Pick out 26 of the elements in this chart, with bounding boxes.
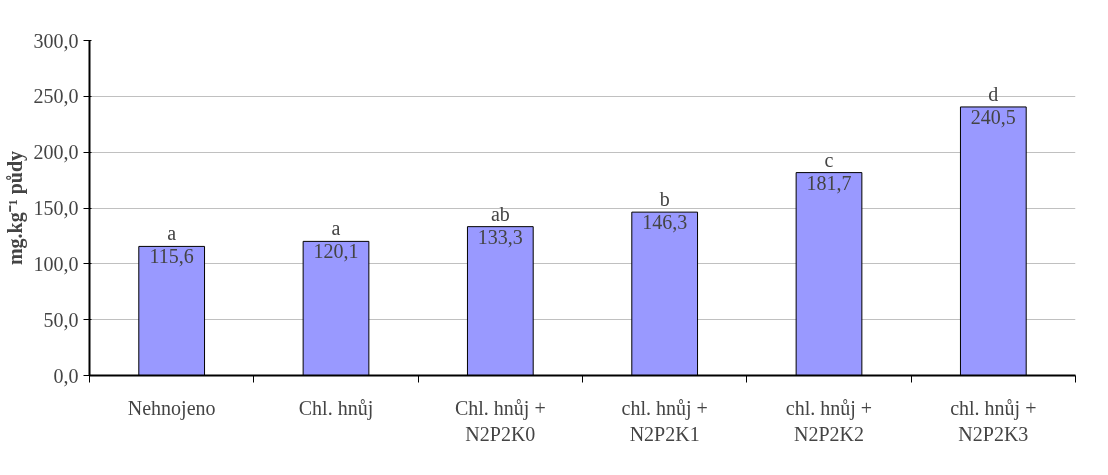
- y-tick-label: 250,0: [33, 85, 79, 108]
- x-tick-label: chl. hnůj + N2P2K2: [785, 396, 873, 445]
- x-tick-label: chl. hnůj + N2P2K1: [621, 396, 708, 445]
- data-label: 133,3: [477, 225, 523, 248]
- annotation: ab: [490, 202, 510, 225]
- data-label: 120,1: [313, 240, 359, 263]
- annotation: a: [167, 222, 177, 245]
- data-label: 240,5: [970, 105, 1016, 128]
- annotation: d: [988, 82, 999, 105]
- x-tick-label: Chl. hnůj + N2P2K0: [454, 396, 546, 445]
- y-tick-label: 150,0: [33, 197, 79, 219]
- y-axis-title: mg.kg⁻¹ půdy: [3, 150, 27, 266]
- y-tick-label: 200,0: [33, 141, 79, 164]
- annotation: a: [331, 217, 341, 240]
- y-tick-label: 0,0: [53, 364, 79, 387]
- data-label: 115,6: [149, 245, 194, 268]
- y-tick-label: 300,0: [33, 29, 79, 52]
- x-tick-label: Chl. hnůj: [298, 396, 374, 420]
- y-tick-label: 50,0: [43, 308, 79, 331]
- y-tick-label: 100,0: [33, 252, 79, 275]
- annotation: c: [824, 148, 834, 171]
- x-tick-label: chl. hnůj + N2P2K3: [950, 396, 1037, 445]
- annotation: b: [659, 188, 670, 211]
- data-label: 181,7: [806, 171, 852, 194]
- data-label: 146,3: [642, 211, 688, 234]
- x-tick-label: Nehnojeno: [127, 396, 216, 420]
